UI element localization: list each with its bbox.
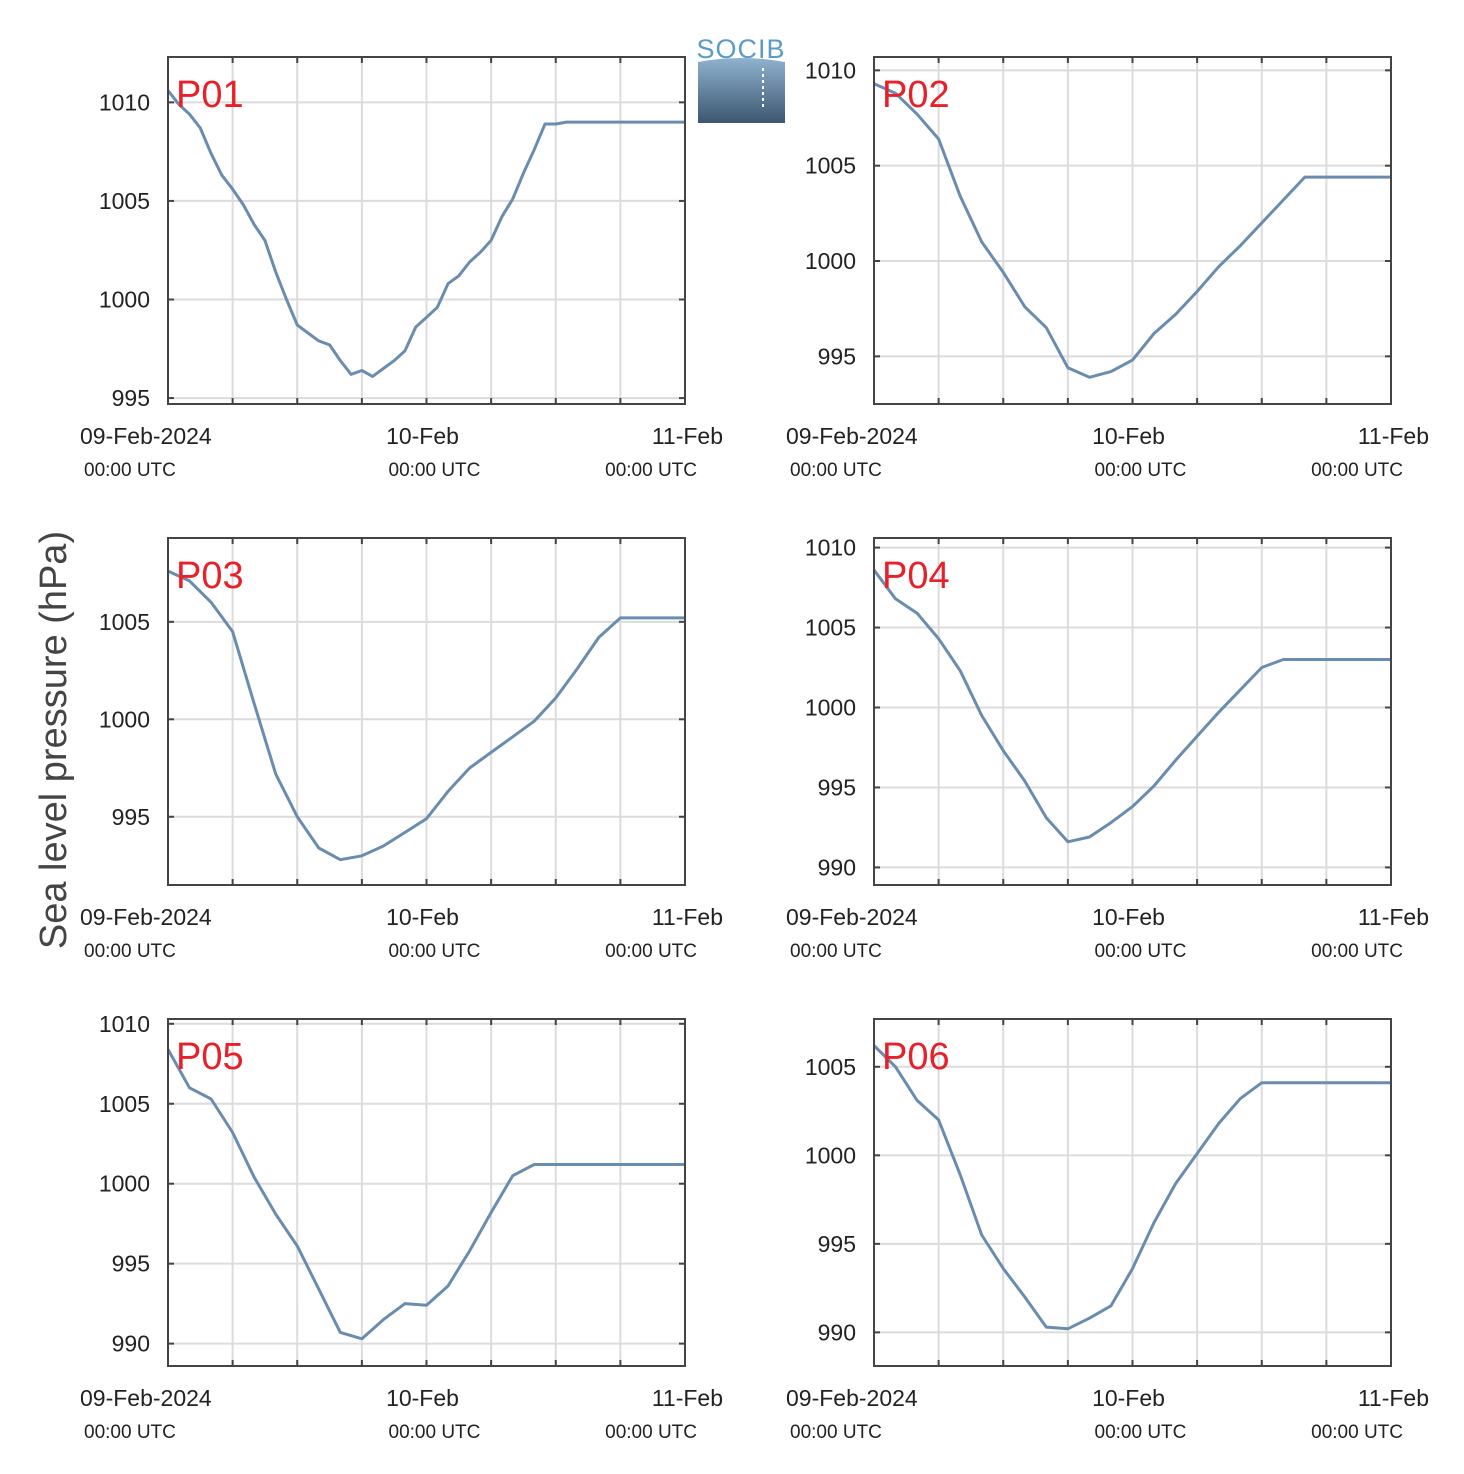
y-tick-label: 1000 bbox=[805, 695, 856, 721]
y-tick-label: 1000 bbox=[805, 1142, 856, 1168]
x-tick-time-label: 00:00 UTC bbox=[84, 460, 176, 481]
x-tick-time-label: 00:00 UTC bbox=[1095, 1422, 1187, 1443]
panel-p06: 990 995 1000 1005 P06 09-Feb-2024 00:00 UTC 10-… bbox=[786, 1018, 1429, 1443]
plot-frame bbox=[167, 1018, 686, 1367]
x-tick-date-label: 11-Feb bbox=[1358, 1385, 1429, 1411]
x-tick-date-label: 09-Feb-2024 bbox=[80, 1385, 212, 1411]
x-tick-time-label: 00:00 UTC bbox=[1095, 941, 1187, 962]
x-tick-time-label: 00:00 UTC bbox=[790, 941, 882, 962]
y-tick-label: 990 bbox=[818, 1319, 856, 1345]
x-tick-date-label: 10-Feb bbox=[386, 1385, 459, 1411]
series-line bbox=[872, 1044, 1391, 1331]
x-tick-time-label: 00:00 UTC bbox=[605, 941, 697, 962]
x-tick-date-label: 10-Feb bbox=[1092, 1385, 1165, 1411]
series-line bbox=[873, 82, 1391, 379]
panel-label: P05 bbox=[176, 1036, 244, 1078]
series-line bbox=[167, 569, 685, 862]
y-tick-label: 995 bbox=[818, 774, 856, 800]
panels: 995 1000 1005 1010 P01 09-Feb-2024 00:00 UTC 10… bbox=[80, 56, 1429, 1443]
y-tick-label: 995 bbox=[818, 1231, 856, 1257]
socib-logo: SOCIB bbox=[696, 34, 785, 123]
panel-label: P03 bbox=[176, 555, 244, 597]
y-tick-label: 1000 bbox=[99, 287, 150, 313]
x-tick-date-label: 10-Feb bbox=[386, 904, 459, 930]
y-tick-label: 990 bbox=[112, 1331, 150, 1357]
x-tick-date-label: 10-Feb bbox=[1092, 904, 1165, 930]
x-tick-time-label: 00:00 UTC bbox=[84, 1422, 176, 1443]
x-tick-time-label: 00:00 UTC bbox=[389, 460, 481, 481]
y-tick-label: 1005 bbox=[805, 615, 856, 641]
panel-p03: 995 1000 1005 P03 09-Feb-2024 00:00 UTC 10-Feb… bbox=[80, 537, 723, 962]
plot-frame bbox=[873, 1018, 1392, 1367]
y-tick-label: 1010 bbox=[805, 57, 856, 83]
x-tick-time-label: 00:00 UTC bbox=[389, 941, 481, 962]
panel-p04: 990 995 1000 1005 1010 P04 09-Feb-2024 00:00 UT… bbox=[786, 535, 1429, 962]
x-tick-date-label: 09-Feb-2024 bbox=[786, 423, 918, 449]
panel-p02: 995 1000 1005 1010 P02 09-Feb-2024 00:00 UTC 10… bbox=[786, 56, 1429, 481]
x-tick-date-label: 11-Feb bbox=[652, 423, 723, 449]
plot-frame bbox=[167, 56, 686, 405]
y-tick-label: 995 bbox=[112, 385, 150, 411]
y-tick-label: 995 bbox=[112, 1251, 150, 1277]
y-axis-label: Sea level pressure (hPa) bbox=[33, 531, 75, 949]
x-tick-time-label: 00:00 UTC bbox=[605, 1422, 697, 1443]
panel-label: P06 bbox=[882, 1036, 950, 1078]
x-tick-time-label: 00:00 UTC bbox=[790, 460, 882, 481]
x-tick-date-label: 11-Feb bbox=[1358, 904, 1429, 930]
series-line bbox=[872, 569, 1391, 844]
panel-p05: 990 995 1000 1005 1010 P05 09-Feb-2024 00:00 UT… bbox=[80, 1011, 723, 1443]
y-tick-label: 1000 bbox=[99, 706, 150, 732]
x-tick-date-label: 09-Feb-2024 bbox=[786, 904, 918, 930]
x-tick-date-label: 11-Feb bbox=[652, 904, 723, 930]
y-tick-label: 1010 bbox=[99, 89, 150, 115]
y-tick-label: 1000 bbox=[805, 248, 856, 274]
x-tick-date-label: 09-Feb-2024 bbox=[80, 904, 212, 930]
x-tick-date-label: 09-Feb-2024 bbox=[786, 1385, 918, 1411]
y-tick-label: 1005 bbox=[805, 153, 856, 179]
y-tick-label: 1005 bbox=[99, 609, 150, 635]
y-tick-label: 990 bbox=[818, 854, 856, 880]
panel-label: P04 bbox=[882, 555, 950, 597]
x-tick-date-label: 10-Feb bbox=[386, 423, 459, 449]
plot-frame bbox=[873, 537, 1392, 886]
x-tick-time-label: 00:00 UTC bbox=[1311, 460, 1403, 481]
panel-label: P02 bbox=[882, 74, 950, 116]
plot-frame bbox=[873, 56, 1392, 405]
x-tick-date-label: 09-Feb-2024 bbox=[80, 423, 212, 449]
series-line bbox=[166, 89, 685, 378]
y-tick-label: 1000 bbox=[99, 1171, 150, 1197]
panel-label: P01 bbox=[176, 74, 244, 116]
x-tick-date-label: 11-Feb bbox=[652, 1385, 723, 1411]
x-tick-time-label: 00:00 UTC bbox=[1095, 460, 1187, 481]
x-tick-date-label: 11-Feb bbox=[1358, 423, 1429, 449]
x-tick-time-label: 00:00 UTC bbox=[605, 460, 697, 481]
plot-frame bbox=[167, 537, 686, 886]
y-tick-label: 995 bbox=[818, 343, 856, 369]
y-tick-label: 1005 bbox=[805, 1054, 856, 1080]
panel-p01: 995 1000 1005 1010 P01 09-Feb-2024 00:00 UTC 10… bbox=[80, 56, 723, 481]
x-tick-time-label: 00:00 UTC bbox=[790, 1422, 882, 1443]
x-tick-date-label: 10-Feb bbox=[1092, 423, 1165, 449]
y-tick-label: 1005 bbox=[99, 1091, 150, 1117]
x-tick-time-label: 00:00 UTC bbox=[1311, 941, 1403, 962]
y-tick-label: 1010 bbox=[99, 1011, 150, 1037]
x-tick-time-label: 00:00 UTC bbox=[84, 941, 176, 962]
x-tick-time-label: 00:00 UTC bbox=[389, 1422, 481, 1443]
y-tick-label: 995 bbox=[112, 804, 150, 830]
y-tick-label: 1010 bbox=[805, 535, 856, 561]
logo-wave-shape bbox=[698, 58, 785, 123]
series-line bbox=[166, 1048, 685, 1341]
y-tick-label: 1005 bbox=[99, 188, 150, 214]
x-tick-time-label: 00:00 UTC bbox=[1311, 1422, 1403, 1443]
